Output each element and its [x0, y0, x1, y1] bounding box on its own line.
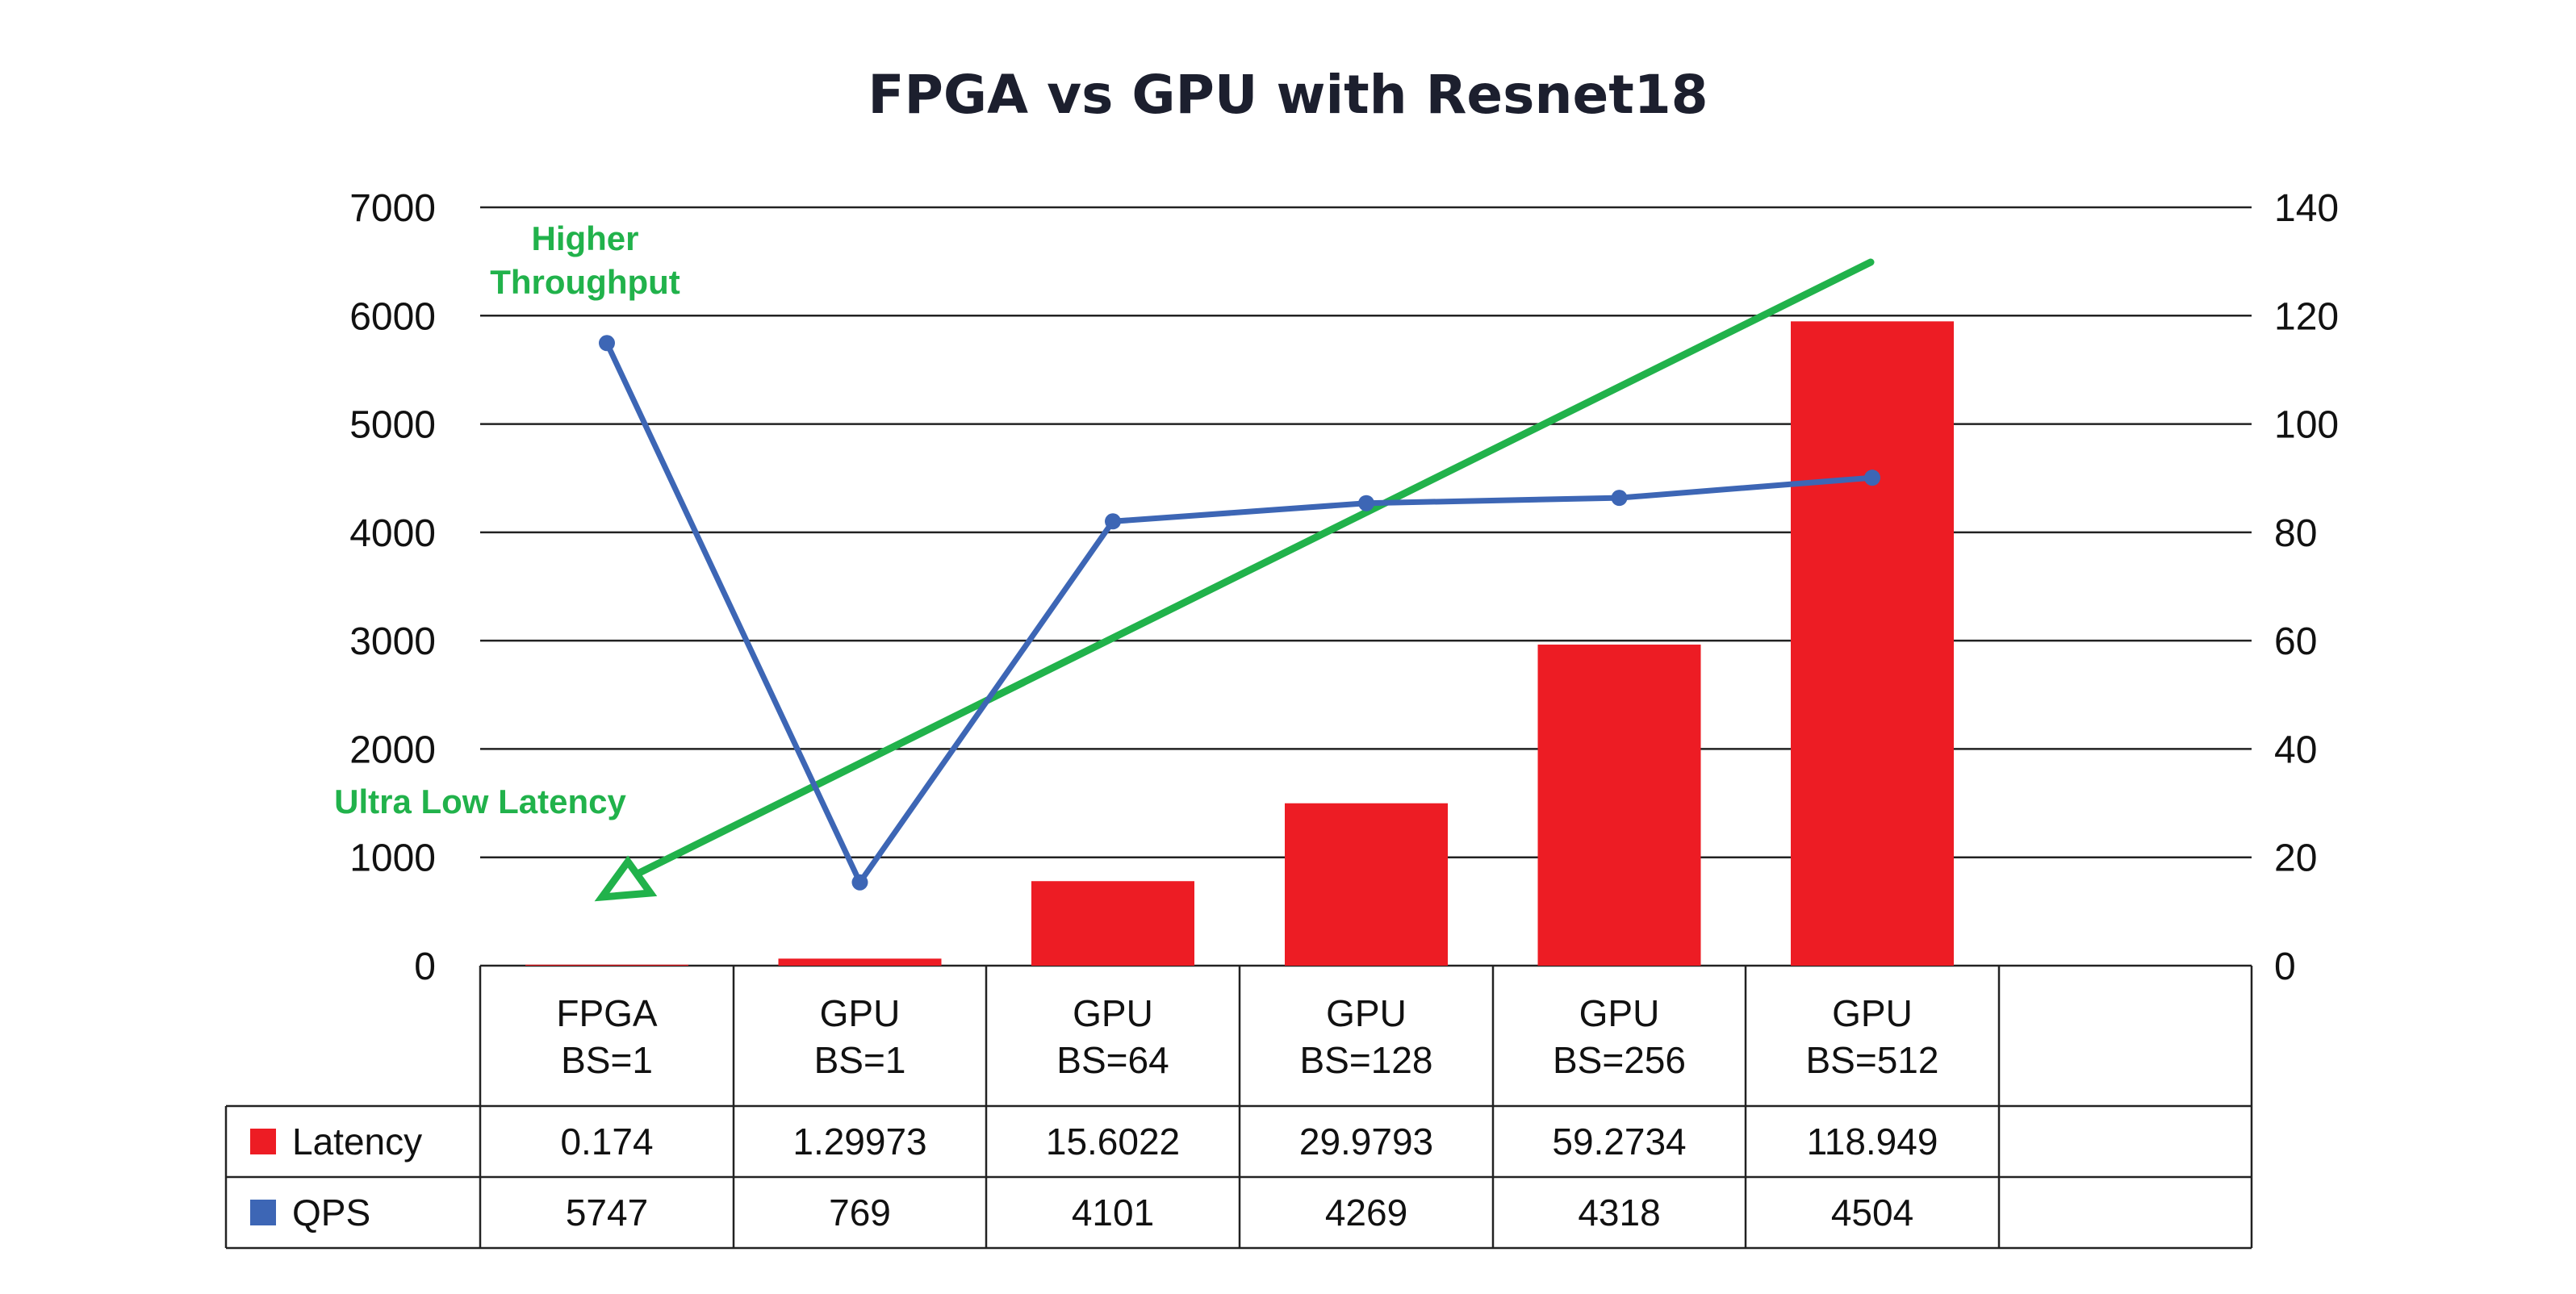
chart-title: FPGA vs GPU with Resnet18	[868, 64, 1708, 126]
left-tick-label: 5000	[349, 404, 436, 447]
latency-bar	[1285, 803, 1448, 966]
left-tick-label: 7000	[349, 187, 436, 230]
left-tick-label: 4000	[349, 512, 436, 555]
latency-bar	[525, 964, 688, 966]
right-tick-label: 140	[2274, 187, 2339, 230]
data-table: FPGA BS=1 GPU BS=1 GPU BS=64 GPU BS=128 GPU BS=25…	[224, 966, 2253, 1250]
qps-point	[599, 335, 615, 352]
right-axis-ticks: 0 20 40 60 80 100 120 140	[2274, 187, 2339, 988]
right-tick-label: 20	[2274, 837, 2317, 880]
annotation-higher: Higher	[531, 219, 638, 257]
qps-value: 769	[829, 1192, 891, 1233]
gridlines	[480, 206, 2252, 967]
right-tick-label: 120	[2274, 295, 2339, 338]
latency-bar	[1031, 881, 1194, 966]
qps-point	[1358, 495, 1374, 511]
legend-swatch-qps	[250, 1200, 276, 1225]
annotation-ultra-low-latency: Ultra Low Latency	[334, 783, 626, 820]
category-label-line2: BS=256	[1553, 1039, 1686, 1081]
left-tick-label: 1000	[349, 837, 436, 880]
latency-bar	[778, 958, 942, 966]
category-label-line2: BS=64	[1056, 1039, 1169, 1081]
right-tick-label: 80	[2274, 512, 2317, 555]
qps-polyline	[604, 341, 1873, 886]
category-label-line1: GPU	[1579, 992, 1660, 1034]
left-tick-label: 0	[414, 945, 436, 988]
left-tick-label: 6000	[349, 295, 436, 338]
category-label-line1: GPU	[1326, 992, 1407, 1034]
left-tick-label: 2000	[349, 728, 436, 771]
right-tick-label: 0	[2274, 945, 2296, 988]
qps-value: 4504	[1831, 1192, 1913, 1233]
right-tick-label: 40	[2274, 728, 2317, 771]
category-label-line1: FPGA	[556, 992, 658, 1034]
qps-point	[1864, 470, 1880, 486]
category-label-line1: GPU	[820, 992, 901, 1034]
category-label-line2: BS=512	[1806, 1039, 1939, 1081]
latency-value: 29.9793	[1299, 1121, 1433, 1163]
qps-point	[1611, 490, 1628, 507]
latency-bars	[525, 321, 1954, 966]
right-tick-label: 100	[2274, 404, 2339, 447]
left-tick-label: 3000	[349, 620, 436, 663]
latency-bar	[1791, 321, 1954, 966]
annotation-throughput: Throughput	[490, 263, 680, 301]
qps-value: 4269	[1325, 1192, 1407, 1233]
latency-value: 59.2734	[1552, 1121, 1686, 1163]
latency-value: 1.29973	[792, 1121, 926, 1163]
qps-point	[1105, 513, 1121, 530]
category-label-line1: GPU	[1832, 992, 1913, 1034]
category-label-line2: BS=128	[1300, 1039, 1433, 1081]
qps-point	[851, 874, 868, 891]
trend-line	[625, 258, 1875, 882]
legend-label-latency: Latency	[292, 1121, 422, 1163]
right-tick-label: 60	[2274, 620, 2317, 663]
latency-value: 0.174	[560, 1121, 653, 1163]
category-label-line2: BS=1	[561, 1039, 653, 1081]
qps-value: 4101	[1072, 1192, 1154, 1233]
latency-value: 15.6022	[1046, 1121, 1180, 1163]
trend-arrowhead	[594, 855, 658, 902]
category-label-line2: BS=1	[814, 1039, 906, 1081]
legend-label-qps: QPS	[292, 1192, 370, 1233]
legend-swatch-latency	[250, 1129, 276, 1154]
qps-value: 5747	[566, 1192, 648, 1233]
qps-value: 4318	[1578, 1192, 1660, 1233]
left-axis-ticks: 0 1000 2000 3000 4000 5000 6000 7000	[349, 187, 436, 988]
latency-bar	[1537, 645, 1701, 966]
trend-arrow	[594, 258, 1875, 902]
qps-line	[599, 335, 1880, 891]
category-label-line1: GPU	[1073, 992, 1153, 1034]
latency-value: 118.949	[1807, 1121, 1938, 1163]
